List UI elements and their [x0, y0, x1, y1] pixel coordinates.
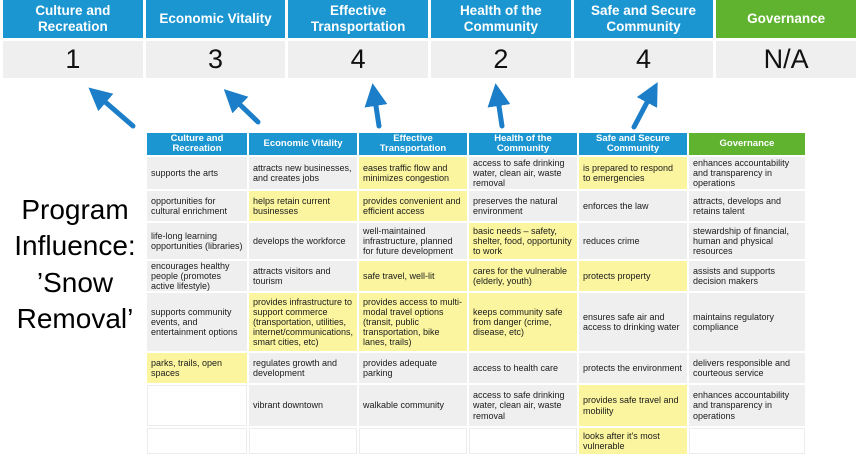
priority-header-culture: Culture and Recreation — [3, 0, 143, 38]
matrix-cell-highlighted: provides infrastructure to support comme… — [249, 293, 357, 351]
matrix-cell-highlighted: is prepared to respond to emergencies — [579, 157, 687, 189]
score-economic: 3 — [145, 41, 286, 78]
priority-header-governance: Governance — [716, 0, 856, 38]
matrix-cell-highlighted: safe travel, well-lit — [359, 261, 467, 291]
arrow-safety-icon — [631, 82, 658, 130]
matrix-cell: delivers responsible and courteous servi… — [689, 353, 805, 383]
matrix-cell-highlighted: keeps community safe from danger (crime,… — [469, 293, 577, 351]
matrix-cell-highlighted: parks, trails, open spaces — [147, 353, 247, 383]
matrix-cell: attracts, develops and retains talent — [689, 191, 805, 221]
score-culture: 1 — [3, 41, 143, 78]
matrix-cell — [147, 385, 247, 426]
arrow-transportation-icon — [364, 83, 388, 129]
priority-header-health: Health of the Community — [431, 0, 571, 38]
matrix-cell: attracts visitors and tourism — [249, 261, 357, 291]
priority-header-transportation: Effective Transportation — [288, 0, 428, 38]
matrix-cell — [359, 428, 467, 454]
matrix-cell-highlighted: eases traffic flow and minimizes congest… — [359, 157, 467, 189]
matrix-cell: supports the arts — [147, 157, 247, 189]
matrix-cell: encourages healthy people (promotes acti… — [147, 261, 247, 291]
matrix-cell-highlighted: cares for the vulnerable (elderly, youth… — [469, 261, 577, 291]
matrix-column-header: Governance — [689, 133, 805, 155]
matrix-cell: well-maintained infrastructure, planned … — [359, 223, 467, 259]
matrix-cell: develops the workforce — [249, 223, 357, 259]
matrix-cell-highlighted: provides convenient and efficient access — [359, 191, 467, 221]
matrix-cell: enhances accountability and transparency… — [689, 385, 805, 426]
matrix-column-header: Health of the Community — [469, 133, 577, 155]
matrix-cell: attracts new businesses, and creates job… — [249, 157, 357, 189]
matrix-cell: preserves the natural environment — [469, 191, 577, 221]
matrix-cell-highlighted: basic needs – safety, shelter, food, opp… — [469, 223, 577, 259]
matrix-cell — [147, 428, 247, 454]
priority-header-row: Culture and Recreation Economic Vitality… — [3, 0, 856, 38]
matrix-cell: access to safe drinking water, clean air… — [469, 157, 577, 189]
arrow-economic-icon — [223, 89, 261, 125]
matrix-cell — [689, 428, 805, 454]
matrix-cell: access to safe drinking water, clean air… — [469, 385, 577, 426]
score-safety: 4 — [573, 41, 714, 78]
matrix-cell: maintains regulatory compliance — [689, 293, 805, 351]
matrix-cell — [249, 428, 357, 454]
matrix-cell — [469, 428, 577, 454]
matrix-cell-highlighted: provides access to multi-modal travel op… — [359, 293, 467, 351]
matrix-cell: protects the environment — [579, 353, 687, 383]
matrix-cell: opportunities for cultural enrichment — [147, 191, 247, 221]
score-health: 2 — [431, 41, 571, 78]
matrix-cell: access to health care — [469, 353, 577, 383]
matrix-cell: enforces the law — [579, 191, 687, 221]
matrix-cell: vibrant downtown — [249, 385, 357, 426]
matrix-column-header: Effective Transportation — [359, 133, 467, 155]
arrow-health-icon — [487, 83, 511, 129]
matrix-cell: walkable community — [359, 385, 467, 426]
matrix-cell: assists and supports decision makers — [689, 261, 805, 291]
arrow-culture-icon — [88, 87, 136, 129]
matrix-column-header: Economic Vitality — [249, 133, 357, 155]
matrix-cell-highlighted: protects property — [579, 261, 687, 291]
matrix-cell: supports community events, and entertain… — [147, 293, 247, 351]
matrix-cell: enhances accountability and transparency… — [689, 157, 805, 189]
matrix-column-header: Culture and Recreation — [147, 133, 247, 155]
matrix-column-header: Safe and Secure Community — [579, 133, 687, 155]
priority-header-economic: Economic Vitality — [145, 0, 286, 38]
influence-matrix: Culture and Recreation Economic Vitality E… — [147, 133, 805, 454]
matrix-cell-highlighted: helps retain current businesses — [249, 191, 357, 221]
matrix-cell-highlighted: looks after it's most vulnerable — [579, 428, 687, 454]
matrix-cell: regulates growth and development — [249, 353, 357, 383]
matrix-cell: provides adequate parking — [359, 353, 467, 383]
matrix-cell: reduces crime — [579, 223, 687, 259]
influence-arrows — [88, 82, 658, 130]
score-row: 1 3 4 2 4 N/A — [3, 41, 856, 78]
program-influence-label: Program Influence: ’Snow Removal’ — [14, 194, 136, 335]
priority-header-safety: Safe and Secure Community — [573, 0, 714, 38]
matrix-cell: stewardship of financial, human and phys… — [689, 223, 805, 259]
matrix-cell: ensures safe air and access to drinking … — [579, 293, 687, 351]
matrix-cell-highlighted: provides safe travel and mobility — [579, 385, 687, 426]
matrix-cell: life-long learning opportunities (librar… — [147, 223, 247, 259]
score-transportation: 4 — [288, 41, 428, 78]
score-governance: N/A — [716, 41, 856, 78]
